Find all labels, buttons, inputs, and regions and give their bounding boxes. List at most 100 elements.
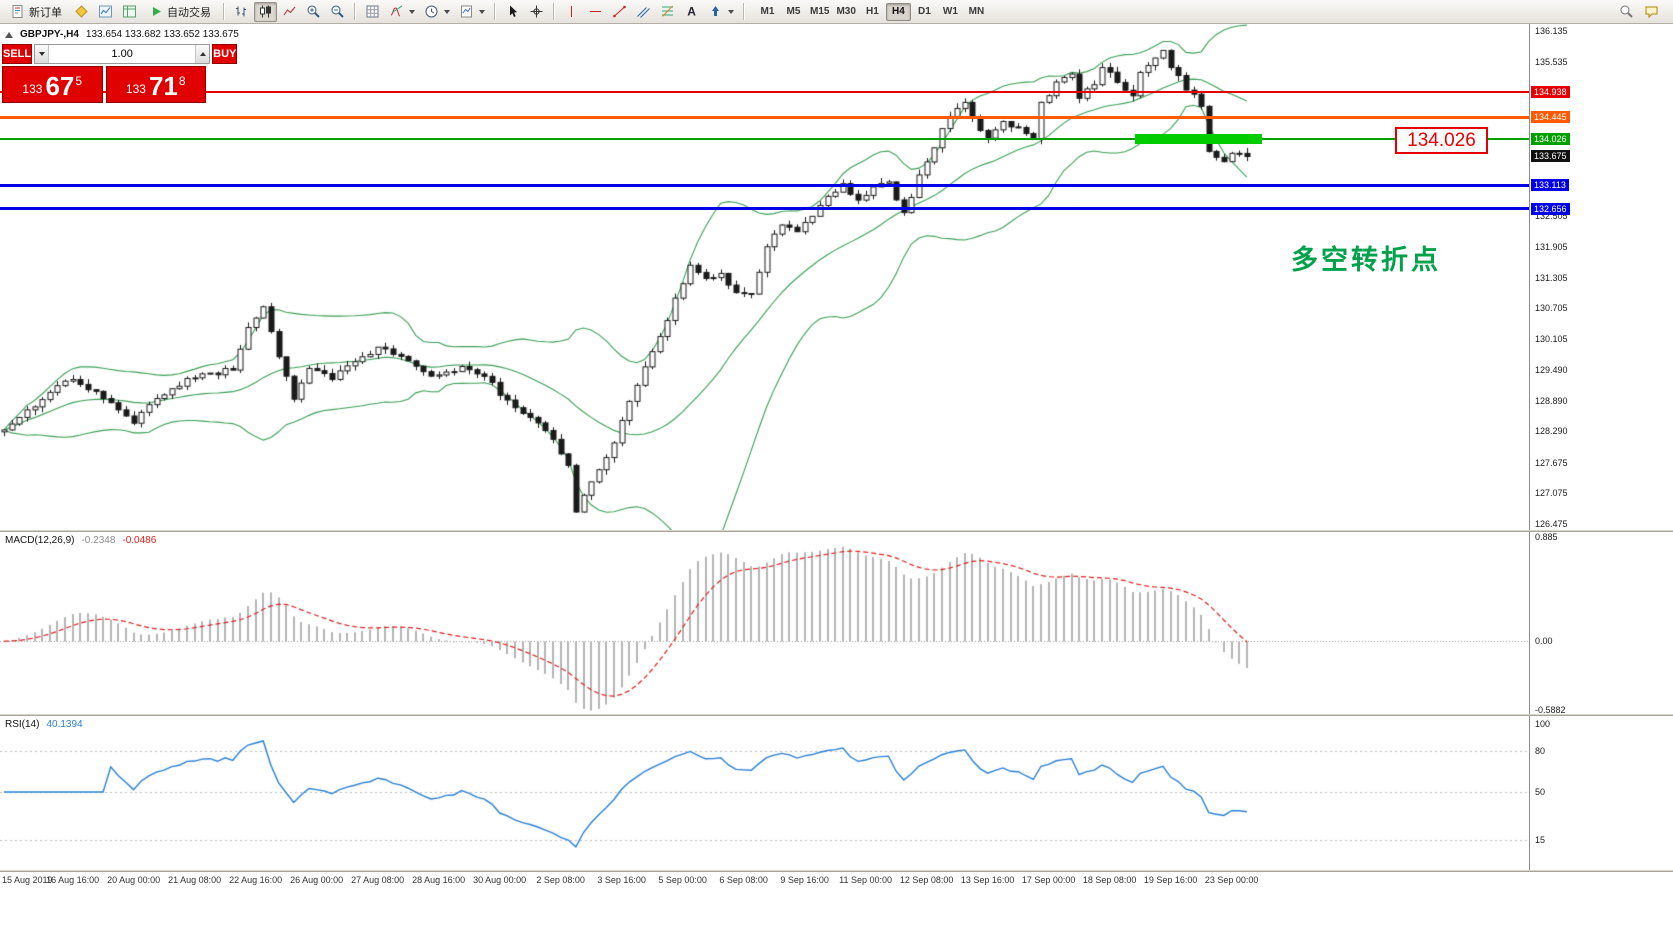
oct-sell-tab[interactable]: SELL	[2, 44, 33, 64]
time-label: 28 Aug 16:00	[412, 875, 466, 885]
crosshair-button[interactable]	[525, 2, 548, 22]
templates-button[interactable]	[455, 2, 489, 22]
market-watch-button[interactable]	[94, 2, 117, 22]
sell-price-button[interactable]: 133 67 5	[2, 66, 103, 103]
timeframe-m5[interactable]: M5	[786, 6, 801, 17]
buy-price-button[interactable]: 133 71 8	[105, 66, 206, 103]
fibonacci-icon	[662, 5, 673, 17]
price-badge-133.675: 133.675	[1531, 150, 1570, 163]
time-label: 30 Aug 00:00	[473, 875, 527, 885]
rsi-pane[interactable]: RSI(14) 40.1394	[0, 716, 1529, 870]
macd-signal-value: -0.0486	[122, 535, 157, 546]
dropdown-caret-icon	[444, 9, 450, 14]
horizontal-line-132.656[interactable]	[0, 207, 1529, 211]
cursor-button[interactable]	[501, 2, 524, 22]
price-annotation[interactable]: 134.026	[1395, 127, 1488, 154]
axis-tick-130.105: 130.105	[1535, 333, 1568, 344]
arrows-button[interactable]	[704, 2, 738, 22]
pane-separator[interactable]	[0, 714, 1673, 716]
horizontal-line-133.113[interactable]	[0, 183, 1529, 187]
new-order-icon	[12, 5, 23, 18]
pane-separator[interactable]	[0, 530, 1673, 532]
candles-chart-button[interactable]	[254, 1, 277, 22]
timeframe-h1[interactable]: H1	[866, 6, 879, 17]
svg-text:A: A	[687, 5, 696, 19]
volume-input[interactable]	[49, 45, 196, 63]
axis-tick-136.135: 136.135	[1535, 25, 1568, 36]
metaeditor-icon	[75, 5, 88, 18]
search-button[interactable]	[1615, 2, 1638, 22]
horizontal-line-134.938[interactable]	[0, 91, 1529, 93]
horizontal-line-134.445[interactable]	[0, 115, 1529, 119]
zoom-out-button[interactable]	[326, 2, 349, 22]
axis-tick-128.290: 128.290	[1535, 426, 1568, 437]
axis-tick-50: 50	[1535, 787, 1546, 797]
dropdown-caret-icon	[728, 9, 734, 14]
price-badge-132.656: 132.656	[1531, 202, 1570, 215]
line-chart-button[interactable]	[278, 2, 301, 22]
time-label: 21 Aug 08:00	[168, 875, 222, 885]
axis-tick-131.905: 131.905	[1535, 241, 1568, 252]
note-annotation[interactable]: 多空转折点	[1291, 245, 1441, 275]
price-chart-pane[interactable]: GBPJPY-,H4 133.654 133.682 133.652 133.6…	[0, 24, 1529, 530]
bars-chart-icon	[236, 6, 246, 17]
sell-price-pip: 5	[75, 74, 83, 88]
time-label: 27 Aug 08:00	[351, 875, 405, 885]
timeframe-m1[interactable]: M1	[760, 6, 775, 17]
crosshair-icon	[530, 5, 543, 18]
time-label: 15 Aug 2019	[2, 875, 53, 885]
pane-separator[interactable]	[0, 870, 1673, 872]
highlight-segment[interactable]	[1134, 133, 1263, 144]
timeframe-m15[interactable]: M15	[810, 6, 830, 17]
channel-icon	[637, 7, 650, 18]
symbol-marker-icon	[5, 31, 13, 38]
zoom-in-button[interactable]	[302, 2, 325, 22]
volume-increase-button[interactable]	[195, 45, 210, 63]
timeframe-m30[interactable]: M30	[836, 6, 856, 17]
time-label: 17 Sep 00:00	[1021, 875, 1076, 885]
line-chart-icon	[283, 6, 296, 16]
main-toolbar: 新订单 自动交易	[0, 0, 1673, 24]
fibonacci-button[interactable]	[656, 2, 679, 22]
vertical-line-button[interactable]	[560, 2, 583, 22]
rsi-canvas[interactable]	[0, 716, 1529, 870]
channel-button[interactable]	[632, 2, 655, 22]
macd-canvas[interactable]	[0, 532, 1529, 714]
indicators-button[interactable]	[385, 2, 419, 22]
timeframe-d1[interactable]: D1	[918, 6, 931, 17]
time-label: 22 Aug 16:00	[229, 875, 283, 885]
dropdown-caret-icon	[409, 9, 415, 14]
macd-pane[interactable]: MACD(12,26,9) -0.2348 -0.0486	[0, 532, 1529, 714]
horizontal-line-134.026[interactable]	[0, 137, 1529, 140]
volume-decrease-button[interactable]	[35, 45, 50, 63]
timeframe-h4[interactable]: H4	[885, 2, 911, 21]
timeframe-mn[interactable]: MN	[968, 6, 985, 17]
price-axis[interactable]: 136.135 135.535 132.505 131.905 131.305 130.7…	[1529, 24, 1673, 870]
oct-buy-tab[interactable]: BUY	[212, 44, 238, 64]
time-label: 19 Sep 16:00	[1143, 875, 1198, 885]
toolbar-separator	[494, 3, 496, 20]
auto-trading-button[interactable]: 自动交易	[142, 2, 218, 22]
new-order-button[interactable]: 新订单	[4, 2, 69, 22]
time-label: 16 Aug 16:00	[46, 875, 100, 885]
bars-chart-button[interactable]	[230, 2, 253, 22]
clock-icon	[425, 5, 438, 18]
text-button[interactable]: A	[680, 2, 703, 22]
time-axis[interactable]: 15 Aug 2019 16 Aug 16:00 20 Aug 00:00 21 Au…	[0, 872, 1529, 890]
metaeditor-button[interactable]	[70, 2, 93, 22]
buy-price-main: 71	[148, 71, 178, 101]
data-window-button[interactable]	[118, 2, 141, 22]
trendline-button[interactable]	[608, 2, 631, 22]
axis-tick-135.535: 135.535	[1535, 56, 1568, 67]
community-button[interactable]	[1640, 2, 1663, 22]
data-window-icon	[123, 5, 136, 18]
timeframe-w1[interactable]: W1	[942, 6, 958, 17]
buy-price-prefix: 133	[125, 82, 146, 96]
chart-title: GBPJPY-,H4 133.654 133.682 133.652 133.6…	[5, 29, 239, 40]
auto-trading-label: 自动交易	[167, 6, 211, 19]
horizontal-line-button[interactable]	[584, 2, 607, 22]
price-chart-canvas[interactable]	[0, 24, 1529, 530]
periods-button[interactable]	[420, 2, 454, 22]
grid-button[interactable]	[361, 2, 384, 22]
